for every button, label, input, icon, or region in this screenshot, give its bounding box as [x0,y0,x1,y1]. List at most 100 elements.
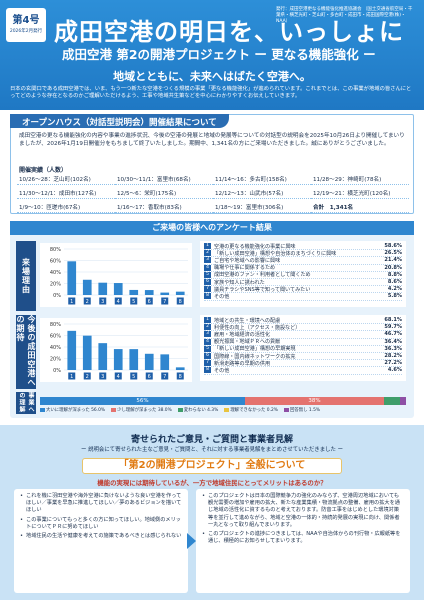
visit-legend-number: 4 [204,264,211,271]
expect-category-label: 1 [70,374,73,380]
visit-legend-value: 20.8% [384,264,402,271]
opinion-item: この事業についてもっと多くの方に知ってほしい。地域側のメリットについてＰＲに努め… [20,517,182,531]
visit-legend-number: 7 [204,286,211,293]
understanding-segment [399,397,401,405]
visit-legend-value: 4.2% [387,286,402,293]
visit-legend-row: 4 職場や仕事に関係するため 20.8% [204,264,402,272]
visit-legend-value: 8.8% [387,271,402,278]
visit-legend-label: 職場や仕事に関係するため [214,265,276,272]
visit-reason-svg: 80% 60% 40% 20% 0% 1 2 3 4 5 6 7 8 [50,247,188,305]
visit-category-label: 2 [86,299,89,305]
opinions-list: これを機に羽田空港や海外空港に負けないような良い空港を作ってほしい／事業を早急に… [14,489,188,593]
openhouse-section: オープンハウス（対話型説明会）開催結果について 成田空港の更なる機能強化の内容や… [10,114,414,214]
understanding-legend-item: 変わらない 4.3% [177,407,218,413]
visit-legend-row: 8 その他 5.8% [204,293,402,301]
legend-text: 回答無し 1.5% [289,408,321,413]
expect-category-badge [99,372,107,380]
expect-legend-label: 「新しい成田空港」構想の早期実現 [214,346,296,353]
understanding-legend-item: 回答無し 1.5% [283,407,321,413]
response-item: このプロジェクトは日本の国際競争力の強化のみならず、空港周辺地域においても観光需… [202,493,404,529]
expect-legend-number: 5 [204,345,211,352]
visit-category-label: 5 [132,299,135,305]
visit-tick-label: 20% [50,282,61,288]
expect-legend-value: 36.4% [384,338,402,345]
legend-text: 理解できなかった 0.2% [230,408,278,413]
expect-legend-number: 3 [204,331,211,338]
issue-number: 第4号 [12,15,40,26]
expect-category-badge [68,372,76,380]
expect-bar [98,343,108,370]
expect-legend-row: 5 「新しい成田空港」構想の早期実現 36.3% [204,345,402,353]
openhouse-text: 成田空港の更なる機能強化の内容や事業の進捗状況、今後の空港の発展と地域の発展等に… [19,133,405,147]
visit-legend-row: 6 家族や知人に誘われた 8.6% [204,279,402,287]
opinion-item: 地域住民の生活や健康を考えての施策であるべきとは感じられない [20,533,182,540]
opinions-section: 寄せられたご意見・ご質問と事業者見解 ー 説明会にて寄せられた主なご意見・ご質問… [0,425,424,600]
visit-tick-label: 40% [50,270,61,276]
visit-bar [113,283,123,295]
visit-legend-row: 3 ご自宅や地域への影響に興味 21.4% [204,257,402,265]
visit-legend-value: 21.4% [384,257,402,264]
arrow-right-icon [187,533,196,549]
opinions-title: 寄せられたご意見・ご質問と事業者見解 [130,435,293,445]
expect-bar [67,330,77,370]
visit-category-label: 4 [117,299,120,305]
visit-legend-label: 家族や知人に誘われた [214,279,265,286]
visit-bar [175,291,185,295]
expect-category-badge [145,372,153,380]
expect-tick-label: 60% [50,334,61,340]
visit-tick-label: 60% [50,259,61,265]
survey-section: ご来場の皆様へのアンケート結果 来場理由 80% 60% 40% 20% 0% 1 2 3 4 5… [10,221,414,418]
expect-category-label: 4 [117,374,120,380]
understanding-legend-item: 大いに理解が深まった 56.0% [40,407,105,413]
expect-legend-number: 2 [204,324,211,331]
lead-paragraph: 日本の玄関口である成田空港では、いま、もう一つ新たな空港をつくる規模の事業「更な… [10,86,412,100]
expect-legend-label: 新滑走路等の早期の供用 [214,360,271,367]
expect-category-label: 3 [101,374,104,380]
expect-legend-number: 7 [204,360,211,367]
expect-tick-label: 80% [50,322,61,328]
topic-banner: 「第2の開港プロジェクト」全般について [82,458,342,474]
visit-legend-label: 「新しい成田空港」構想や自治体のまちづくりに興味 [214,250,337,257]
visit-category-label: 1 [70,299,73,305]
visit-legend-number: 3 [204,257,211,264]
visit-legend-label: 空港の更なる機能強化の事業に興味 [214,243,296,250]
expect-legend-value: 46.7% [384,331,402,338]
expect-tick-label: 0% [53,368,61,374]
understanding-legend-item: 少し理解が深まった 38.0% [111,407,172,413]
expect-legend-value: 28.2% [384,353,402,360]
attendance-cell: 11/30〜12/1：成田市(127名) [17,187,115,199]
page-subtitle: 成田空港 第2の開港プロジェクト ー 更なる機能強化 ー [62,47,376,62]
expectation-chart: 80% 60% 40% 20% 0% 1 2 3 4 5 6 7 8 [40,318,192,382]
attendance-cell: 12/5〜6：栄町(175名) [115,187,213,199]
understanding-segment: 38% [244,397,385,405]
visit-category-label: 8 [179,299,182,305]
operator-response: このプロジェクトは日本の国際競争力の強化のみならず、空港周辺地域においても観光需… [196,489,410,593]
legend-swatch [40,407,45,412]
expectation-label: 今後の成田空港への期待 [16,315,36,389]
expect-category-badge [83,372,91,380]
expectation-svg: 80% 60% 40% 20% 0% 1 2 3 4 5 6 7 8 [50,322,188,380]
visit-legend-label: その他 [214,293,230,300]
expect-tick-label: 20% [50,357,61,363]
issue-date: 2026年2月発行 [9,29,43,34]
visit-legend-label: 成田空港のファン・利用者として聞くため [214,272,311,279]
visit-legend-row: 7 議員チラシやSNS等で知って聞いてみたい 4.2% [204,286,402,294]
visit-legend-number: 1 [204,243,211,250]
visit-reason-chart: 80% 60% 40% 20% 0% 1 2 3 4 5 6 7 8 [40,243,192,307]
header-banner: 第4号 2026年2月発行 発行：成田空港更なる機能強化推進協議会 （国土交通省… [0,0,424,110]
expect-category-label: 2 [86,374,89,380]
expect-tick-label: 40% [50,345,61,351]
expect-category-label: 5 [132,374,135,380]
visit-bar [160,292,170,295]
expect-legend-row: 2 利便性の向上（アクセス・施設など） 59.7% [204,324,402,332]
visit-bar [82,279,92,295]
legend-text: 大いに理解が深まった 56.0% [46,408,106,413]
visit-legend-number: 2 [204,250,211,257]
visit-legend-row: 5 成田空港のファン・利用者として聞くため 8.8% [204,271,402,279]
understanding-legend: 大いに理解が深まった 56.0% 少し理解が深まった 38.0% 変わらない 4.3… [40,407,406,413]
issue-badge: 第4号 2026年2月発行 [6,8,46,42]
expect-legend-label: 地域との共生・環境への配慮 [214,317,281,324]
legend-swatch [177,407,183,412]
visit-category-badge [161,297,169,305]
visit-tick-label: 80% [50,247,61,253]
